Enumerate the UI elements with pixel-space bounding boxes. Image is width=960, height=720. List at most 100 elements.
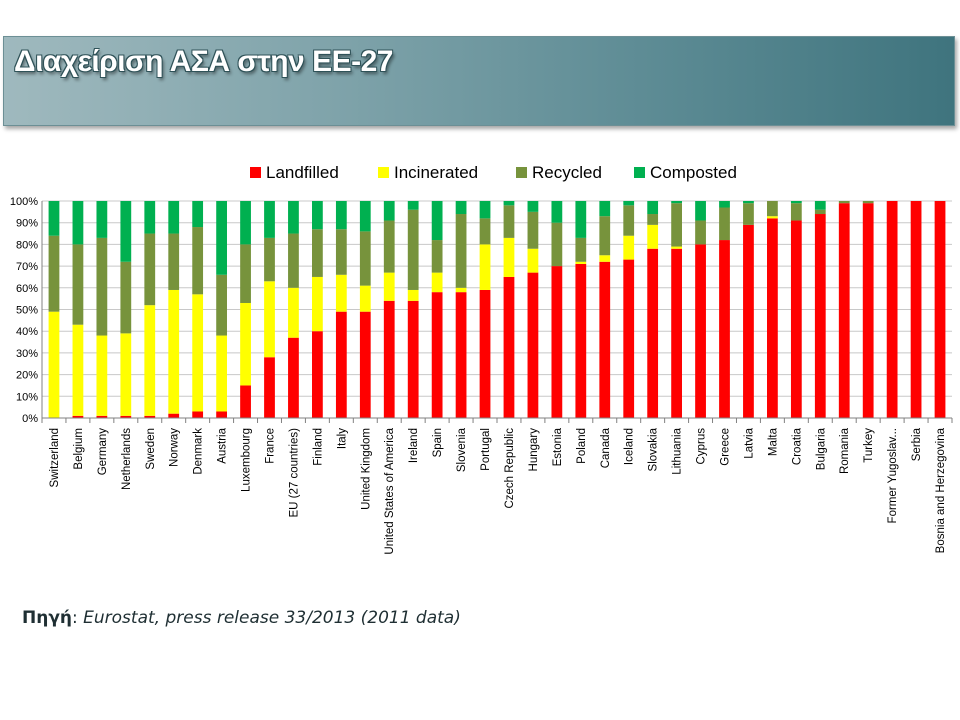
bar-segment-recycled: [575, 237, 587, 262]
bar-segment-incinerated: [312, 276, 323, 332]
bar-segment-composted: [575, 201, 587, 238]
x-tick-label: Malta: [767, 427, 779, 456]
x-tick-label: Italy: [336, 428, 348, 449]
bar-segment-landfilled: [695, 244, 706, 418]
bar-segment-composted: [359, 201, 371, 232]
y-tick-label: 50%: [16, 305, 38, 317]
bar-segment-composted: [431, 201, 443, 241]
bar-segment-composted: [192, 201, 204, 228]
bar-segment-recycled: [479, 218, 491, 245]
bar-segment-landfilled: [264, 357, 275, 418]
bar-segment-incinerated: [240, 302, 251, 386]
bar-segment-incinerated: [383, 272, 395, 301]
chart-bars: [48, 201, 946, 418]
bar-segment-composted: [479, 201, 491, 219]
x-tick-label: EU (27 countries): [288, 428, 300, 518]
bar-segment-composted: [647, 201, 659, 215]
x-tick-label: Switzerland: [49, 428, 61, 487]
x-tick-label: Greece: [720, 428, 732, 466]
bar-segment-composted: [527, 201, 539, 212]
bar-segment-composted: [335, 201, 347, 230]
bar-segment-incinerated: [575, 261, 587, 264]
bar-segment-landfilled: [312, 331, 323, 418]
x-tick-label: Bosnia and Herzegovina: [935, 427, 947, 553]
bar-segment-composted: [312, 201, 323, 230]
bar-segment-landfilled: [479, 289, 491, 418]
bar-segment-recycled: [647, 214, 659, 225]
bar-segment-incinerated: [288, 287, 299, 338]
bar-segment-landfilled: [359, 311, 371, 418]
bar-segment-landfilled: [814, 214, 826, 418]
bar-segment-incinerated: [479, 244, 491, 290]
bar-segment-incinerated: [527, 248, 539, 273]
bar-segment-recycled: [383, 220, 395, 273]
bar-segment-composted: [48, 201, 60, 236]
bar-segment-landfilled: [192, 411, 204, 418]
bar-segment-landfilled: [910, 201, 922, 418]
bar-segment-incinerated: [407, 289, 419, 301]
bar-segment-incinerated: [599, 255, 611, 262]
bar-segment-landfilled: [216, 411, 227, 418]
bar-segment-recycled: [359, 231, 371, 286]
bar-segment-recycled: [671, 203, 682, 247]
x-tick-label: France: [265, 428, 277, 464]
bar-segment-composted: [743, 201, 754, 204]
bar-segment-incinerated: [623, 235, 635, 260]
bar-segment-recycled: [790, 203, 802, 221]
legend-label-incinerated: Incinerated: [394, 163, 478, 182]
bar-segment-recycled: [264, 237, 275, 282]
bar-segment-recycled: [767, 201, 778, 217]
bar-segment-incinerated: [503, 237, 515, 277]
bar-segment-composted: [96, 201, 108, 238]
legend-swatch-incinerated: [378, 167, 389, 178]
bar-segment-recycled: [623, 205, 635, 236]
legend-swatch-landfilled: [250, 167, 261, 178]
legend-swatch-recycled: [516, 167, 527, 178]
bar-segment-incinerated: [647, 224, 659, 249]
x-tick-label: Turkey: [863, 428, 875, 463]
x-axis: Switzerland Belgium Germany Netherlands Swed…: [41, 417, 953, 555]
x-tick-label: Estonia: [552, 427, 564, 466]
bar-segment-incinerated: [96, 335, 108, 416]
bar-segment-landfilled: [743, 224, 754, 418]
bar-segment-composted: [216, 201, 227, 275]
bar-segment-incinerated: [168, 289, 180, 414]
bar-segment-recycled: [407, 209, 419, 290]
y-tick-label: 10%: [16, 391, 38, 403]
bar-segment-landfilled: [838, 203, 850, 418]
x-tick-label: Netherlands: [121, 428, 133, 490]
x-tick-label: Ireland: [408, 428, 420, 463]
bar-segment-recycled: [144, 233, 156, 306]
bar-segment-landfilled: [455, 292, 467, 418]
bar-segment-recycled: [48, 235, 60, 312]
bar-segment-composted: [168, 201, 180, 234]
bar-segment-incinerated: [120, 333, 132, 416]
bar-segment-recycled: [431, 240, 443, 273]
x-tick-label: Spain: [432, 428, 444, 457]
x-tick-label: Portugal: [480, 428, 492, 471]
y-tick-label: 60%: [16, 283, 38, 295]
bar-segment-recycled: [192, 227, 204, 295]
bar-segment-landfilled: [599, 261, 611, 418]
y-tick-label: 40%: [16, 326, 38, 338]
bar-segment-recycled: [527, 211, 539, 249]
bar-segment-landfilled: [767, 218, 778, 418]
x-tick-label: United Kingdom: [360, 428, 372, 510]
bar-segment-landfilled: [120, 415, 132, 418]
bar-segment-incinerated: [431, 272, 443, 293]
x-tick-label: Finland: [312, 428, 324, 466]
title-banner: Διαχείριση ΑΣΑ στην ΕΕ-27: [3, 36, 955, 126]
x-tick-label: Czech Republic: [504, 428, 516, 509]
x-tick-label: Serbia: [911, 427, 923, 461]
bar-segment-landfilled: [575, 263, 587, 418]
bar-segment-landfilled: [623, 259, 635, 418]
x-tick-label: Germany: [97, 428, 109, 476]
bar-segment-landfilled: [335, 311, 347, 418]
bar-segment-composted: [551, 201, 563, 223]
y-tick-label: 90%: [16, 218, 38, 230]
x-tick-label: Luxembourg: [241, 428, 253, 492]
x-tick-label: Bulgaria: [815, 427, 827, 470]
bar-segment-landfilled: [407, 300, 419, 418]
bar-segment-incinerated: [72, 324, 84, 416]
bar-segment-landfilled: [671, 248, 682, 418]
